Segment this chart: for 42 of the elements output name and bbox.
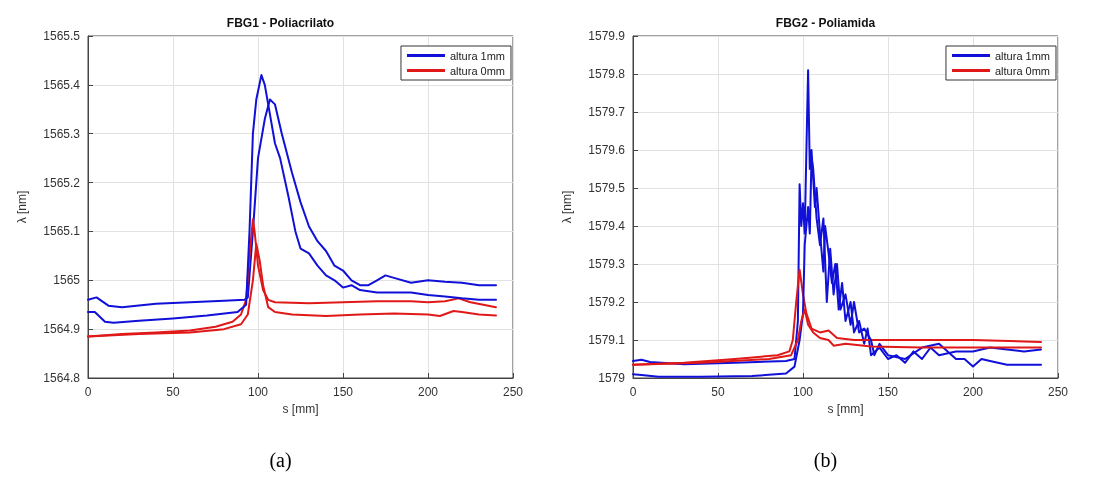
y-tick-label: 1565.1 [43,224,81,239]
y-axis-title: λ [nm] [560,190,574,224]
y-tick-label: 1579.4 [588,219,626,233]
x-tick-label: 200 [962,385,984,399]
x-tick-label: 0 [84,385,92,399]
y-tick-label: 1579.5 [588,181,626,195]
x-tick-label: 100 [247,385,269,399]
y-tick-label: 1565.5 [43,29,81,43]
y-tick-label: 1579.8 [588,67,626,81]
y-tick-label: 1579.2 [588,295,626,309]
y-tick-label: 1565.2 [43,175,81,190]
x-tick-label: 200 [417,385,439,399]
text: (b) [813,449,838,472]
x-tick-label: 150 [332,385,354,399]
y-tick-label: 1565.4 [43,77,81,92]
y-tick-label: 1565 [53,273,81,288]
legend-label: altura 1mm [449,49,506,62]
y-tick-label: 1579.9 [588,29,626,43]
y-tick-label: 1579.1 [588,333,626,347]
x-axis-title: s [mm] [827,401,864,416]
x-axis-title: s [mm] [282,401,319,416]
y-tick-label: 1579 [598,371,626,385]
chart-title: FBG1 - Poliacrilato [226,16,335,30]
x-tick-label: 50 [711,385,725,399]
x-tick-label: 250 [1047,385,1069,399]
legend-label: altura 0mm [449,64,506,77]
x-tick-label: 0 [629,385,637,399]
y-tick-label: 1565.3 [43,126,81,141]
y-tick-label: 1564.8 [43,371,81,385]
x-tick-label: 250 [502,385,524,399]
chart-title: FBG2 - Poliamida [775,16,876,30]
y-tick-label: 1579.6 [588,143,626,157]
x-tick-label: 100 [792,385,814,399]
legend-label: altura 0mm [994,64,1051,77]
y-tick-label: 1579.7 [588,105,626,119]
y-axis-title: λ [nm] [15,190,29,224]
y-tick-label: 1579.3 [588,257,626,271]
x-tick-label: 150 [877,385,899,399]
y-tick-label: 1564.9 [43,322,81,337]
x-tick-label: 50 [166,385,180,399]
text: (a) [269,449,292,472]
legend-label: altura 1mm [994,49,1051,62]
